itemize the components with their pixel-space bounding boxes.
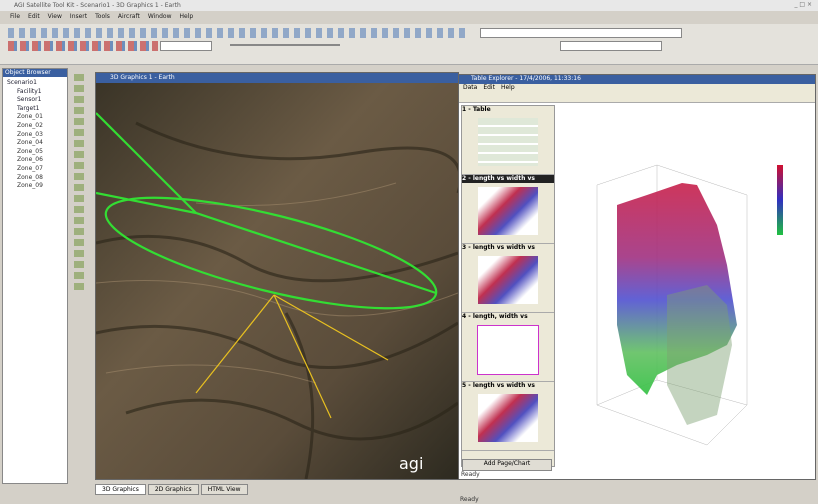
time-field[interactable] [160,41,212,51]
menu-bar: File Edit View Insert Tools Aircraft Window Hel… [10,13,193,22]
toolbar-icons[interactable] [8,41,158,51]
menu-item[interactable]: Tools [95,13,110,20]
menu-item[interactable]: Window [147,13,172,20]
tool-icons[interactable] [74,74,84,294]
title-bar: AGI Satellite Tool Kit - Scenario1 - 3D … [0,0,818,11]
surface [617,183,737,395]
menu-item[interactable]: Insert [69,13,88,20]
page-thumb[interactable]: 3 - length vs width vs [462,244,554,313]
menu-item[interactable]: Aircraft [117,13,140,20]
page-title: 3 - length vs width vs [462,244,535,251]
tree-item[interactable]: Zone_06 [17,156,43,164]
menu-item[interactable]: File [10,13,21,20]
globe-view: agi [95,83,462,480]
menu-item[interactable]: Edit [483,84,495,91]
menu-item[interactable]: Help [500,84,515,91]
page-thumb[interactable]: 5 - length vs width vs [462,382,554,451]
tab[interactable]: HTML View [200,484,248,495]
sensor-lines [195,294,389,419]
tool-column [68,68,92,478]
menu-item[interactable]: Edit [28,13,40,20]
object-browser: Object Browser Scenario1 Facility1 Sensor1… [2,68,68,484]
tree-item[interactable]: Zone_02 [17,121,43,129]
tree-item[interactable]: Zone_03 [17,130,43,138]
window-controls[interactable]: _ □ × [794,1,812,8]
toolbar-icons[interactable] [8,28,468,38]
color-bar [777,165,783,235]
toolbar [459,92,815,103]
menu-bar: Data Edit Help [459,84,815,92]
menu-item[interactable]: Help [179,13,194,20]
menu-item[interactable]: Data [463,84,478,91]
page-list: 1 - Table 2 - length vs width vs 3 - lengt… [461,105,555,467]
tree-item[interactable]: Zone_09 [17,182,43,190]
window-title: Table Explorer - 17/4/2006, 11:33:16 [459,75,815,84]
page-title: 1 - Table [462,106,491,113]
surface-floor [667,285,732,425]
add-button[interactable]: Add Page/Chart [462,459,552,471]
thumbnail [478,187,538,235]
window-title: AGI Satellite Tool Kit - Scenario1 - 3D … [14,2,181,9]
progress-field [480,28,682,38]
thumbnail [478,256,538,304]
window-title: 3D Graphics 1 - Earth [96,73,458,83]
tree-item[interactable]: Target1 [17,104,40,112]
combo[interactable] [560,41,662,51]
logo: agi [399,454,423,473]
tree-item[interactable]: Zone_05 [17,147,43,155]
status-bar: Ready [460,496,479,503]
page-title: 2 - length vs width vs [462,175,554,183]
thumbnail [478,118,538,166]
menu-item[interactable]: View [47,13,62,20]
tree-item[interactable]: Scenario1 [7,79,37,86]
page-thumb[interactable]: 2 - length vs width vs [462,175,554,244]
tree-item[interactable]: Zone_07 [17,164,43,172]
thumbnail [477,325,539,375]
toolbars [0,24,818,65]
tree-item[interactable]: Sensor1 [17,96,42,104]
page-thumb[interactable]: 4 - length, width vs [462,313,554,382]
status-text: Ready [461,471,480,478]
tab[interactable]: 2D Graphics [147,484,199,495]
tree-item[interactable]: Zone_01 [17,113,43,121]
panel-title: Object Browser [3,69,67,77]
surface-chart [596,164,783,446]
flight-path [95,112,438,310]
tree-item[interactable]: Zone_08 [17,173,43,181]
page-title: 4 - length, width vs [462,313,528,320]
tab-bar: 3D Graphics 2D Graphics HTML View [95,484,248,495]
page-title: 5 - length vs width vs [462,382,535,389]
tree-item[interactable]: Facility1 [17,87,42,95]
graphics-window: 3D Graphics 1 - Earth agi [95,72,462,480]
page-thumb[interactable]: 1 - Table [462,106,554,175]
ridges-light [95,182,459,384]
tab[interactable]: 3D Graphics [95,484,146,495]
tree-item[interactable]: Zone_04 [17,139,43,147]
thumbnail [478,394,538,442]
time-slider[interactable] [230,44,340,46]
tree: Scenario1 Facility1 Sensor1 Target1 Zone_01 Z… [3,77,67,191]
table-explorer: Table Explorer - 17/4/2006, 11:33:16 Dat… [458,74,816,480]
